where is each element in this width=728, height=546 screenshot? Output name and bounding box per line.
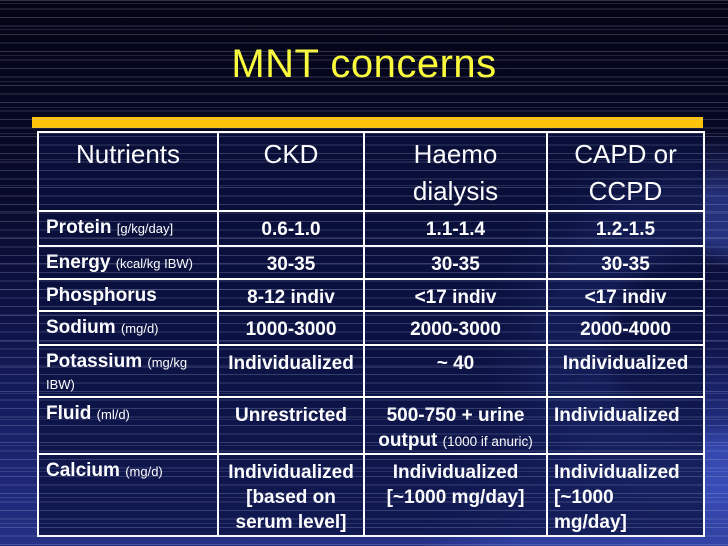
row-label-phosphorus: Phosphorus bbox=[37, 277, 219, 312]
cell-fluid-haemo: 500-750 + urine output (1000 if anuric) bbox=[363, 395, 548, 455]
cell-value: Individualized bbox=[562, 352, 689, 374]
cell-note: (1000 if anuric) bbox=[442, 433, 533, 449]
cell-value: 30-35 bbox=[601, 253, 650, 275]
row-label-energy: Energy (kcal/kg IBW) bbox=[37, 244, 219, 280]
nutrient-unit: (mg/d) bbox=[125, 463, 163, 479]
column-header-nutrients: Nutrients bbox=[37, 131, 219, 212]
column-header-capd-ccpd: CAPD or CCPD bbox=[546, 131, 705, 212]
table-header-row: Nutrients CKD Haemo dialysis CAPD or CCP… bbox=[37, 131, 705, 212]
row-label-sodium: Sodium (mg/d) bbox=[37, 309, 219, 346]
cell-sodium-haemo: 2000-3000 bbox=[363, 309, 548, 346]
cell-calcium-ckd: Individualized [based on serum level] bbox=[217, 452, 365, 538]
nutrient-unit: (mg/kg IBW) bbox=[46, 354, 188, 393]
slide-title: MNT concerns bbox=[231, 42, 497, 86]
cell-protein-haemo: 1.1-1.4 bbox=[363, 209, 548, 247]
cell-phosphorus-ckd: 8-12 indiv bbox=[217, 277, 365, 312]
cell-value: <17 indiv bbox=[414, 286, 497, 308]
cell-value: ~ 40 bbox=[436, 352, 475, 374]
table-row: Calcium (mg/d) Individualized [based on … bbox=[37, 452, 705, 538]
cell-value: 1.2-1.5 bbox=[595, 218, 656, 240]
nutrient-unit: (ml/d) bbox=[96, 406, 130, 422]
cell-energy-capd: 30-35 bbox=[546, 244, 705, 280]
cell-potassium-capd: Individualized bbox=[546, 343, 705, 398]
cell-value: 1.1-1.4 bbox=[425, 218, 486, 240]
cell-value: 2000-4000 bbox=[580, 318, 671, 340]
nutrient-name: Sodium bbox=[46, 316, 116, 338]
cell-value: 8-12 indiv bbox=[247, 286, 335, 308]
cell-value: 30-35 bbox=[266, 253, 316, 275]
cell-calcium-capd: Individualized [~1000 mg/day] bbox=[546, 452, 705, 538]
table-row: Potassium (mg/kg IBW) Individualized ~ 4… bbox=[37, 343, 705, 398]
nutrient-unit: [g/kg/day] bbox=[116, 220, 174, 236]
cell-value: <17 indiv bbox=[584, 286, 667, 308]
cell-value: Individualized [based on serum level] bbox=[228, 461, 354, 534]
row-label-calcium: Calcium (mg/d) bbox=[37, 452, 219, 538]
nutrient-name: Protein bbox=[46, 216, 112, 238]
row-label-potassium: Potassium (mg/kg IBW) bbox=[37, 343, 219, 398]
column-header-ckd: CKD bbox=[217, 131, 365, 212]
cell-phosphorus-capd: <17 indiv bbox=[546, 277, 705, 312]
cell-value: Individualized bbox=[554, 404, 680, 426]
cell-fluid-capd: Individualized bbox=[546, 395, 705, 455]
cell-potassium-ckd: Individualized bbox=[217, 343, 365, 398]
cell-potassium-haemo: ~ 40 bbox=[363, 343, 548, 398]
nutrient-name: Calcium bbox=[46, 459, 120, 481]
cell-protein-ckd: 0.6-1.0 bbox=[217, 209, 365, 247]
row-label-fluid: Fluid (ml/d) bbox=[37, 395, 219, 455]
cell-value: Unrestricted bbox=[235, 404, 347, 426]
cell-value: 500-750 + urine output bbox=[378, 404, 525, 451]
cell-phosphorus-haemo: <17 indiv bbox=[363, 277, 548, 312]
cell-sodium-ckd: 1000-3000 bbox=[217, 309, 365, 346]
cell-value: Individualized [~1000 mg/day] bbox=[386, 461, 525, 508]
cell-energy-haemo: 30-35 bbox=[363, 244, 548, 280]
table-row: Fluid (ml/d) Unrestricted 500-750 + urin… bbox=[37, 395, 705, 455]
table-row: Sodium (mg/d) 1000-3000 2000-3000 2000-4… bbox=[37, 309, 705, 346]
table-row: Energy (kcal/kg IBW) 30-35 30-35 30-35 bbox=[37, 244, 705, 280]
column-header-haemodialysis: Haemo dialysis bbox=[363, 131, 548, 212]
cell-value: 2000-3000 bbox=[410, 318, 501, 340]
accent-bar bbox=[32, 117, 703, 128]
cell-value: 1000-3000 bbox=[245, 318, 337, 340]
nutrient-name: Potassium bbox=[46, 350, 143, 372]
cell-protein-capd: 1.2-1.5 bbox=[546, 209, 705, 247]
row-label-protein: Protein [g/kg/day] bbox=[37, 209, 219, 247]
cell-value: Individualized bbox=[228, 352, 354, 374]
cell-energy-ckd: 30-35 bbox=[217, 244, 365, 280]
nutrient-name: Phosphorus bbox=[46, 284, 157, 306]
nutrient-unit: (mg/d) bbox=[120, 320, 159, 336]
nutrient-name: Energy bbox=[46, 251, 111, 273]
nutrition-table: Nutrients CKD Haemo dialysis CAPD or CCP… bbox=[37, 131, 705, 538]
nutrient-unit: (kcal/kg IBW) bbox=[115, 255, 193, 271]
table-row: Phosphorus 8-12 indiv <17 indiv <17 indi… bbox=[37, 277, 705, 312]
table-row: Protein [g/kg/day] 0.6-1.0 1.1-1.4 1.2-1… bbox=[37, 209, 705, 247]
cell-value: 30-35 bbox=[431, 253, 480, 275]
cell-fluid-ckd: Unrestricted bbox=[217, 395, 365, 455]
cell-calcium-haemo: Individualized [~1000 mg/day] bbox=[363, 452, 548, 538]
cell-sodium-capd: 2000-4000 bbox=[546, 309, 705, 346]
cell-value: Individualized [~1000 mg/day] bbox=[554, 461, 680, 534]
nutrient-name: Fluid bbox=[46, 402, 92, 424]
cell-value: 0.6-1.0 bbox=[261, 218, 321, 240]
